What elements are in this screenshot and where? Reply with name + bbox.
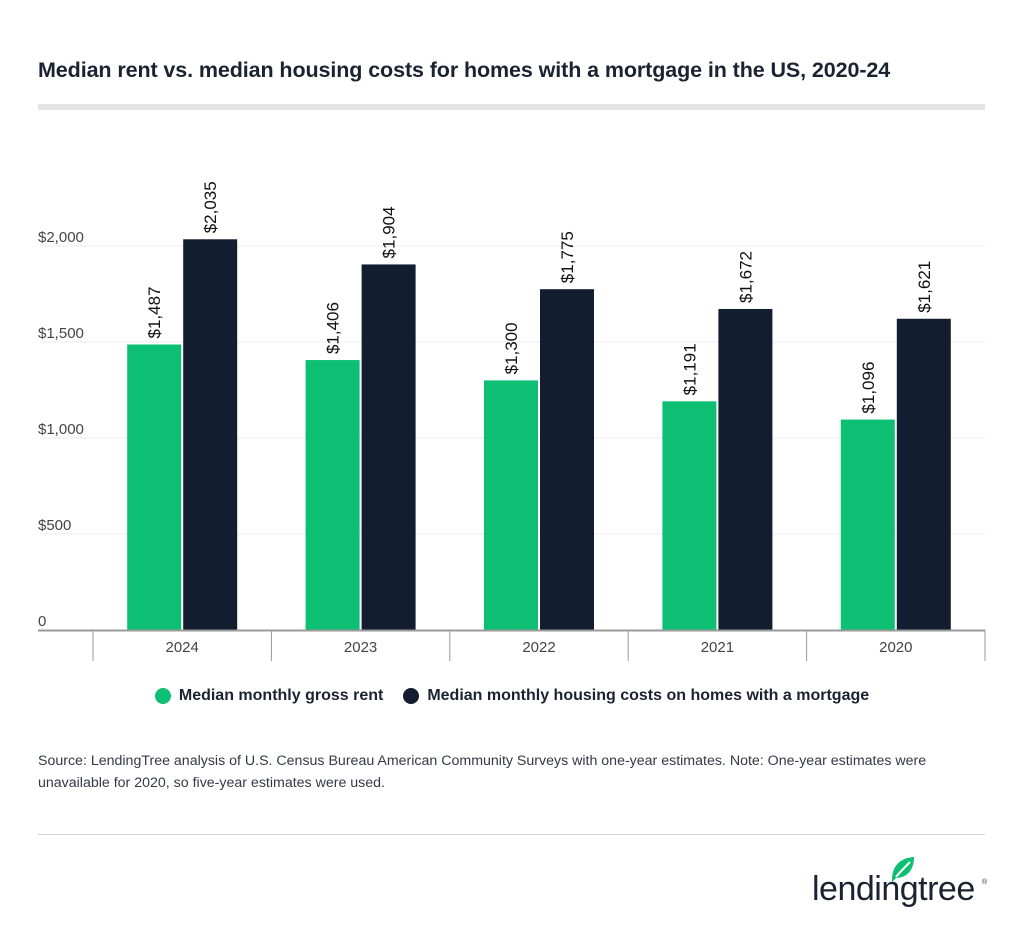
footer-divider <box>38 834 985 835</box>
bar-rent <box>305 360 360 630</box>
legend-item-mortgage: Median monthly housing costs on homes wi… <box>403 687 869 705</box>
svg-text:®: ® <box>982 878 988 886</box>
bar-rent <box>127 344 182 630</box>
bar-mortgage <box>540 289 594 630</box>
data-label: $1,191 <box>680 343 699 395</box>
data-label: $1,406 <box>324 302 343 354</box>
lendingtree-logo: lendingtree ® <box>812 857 988 908</box>
data-label: $1,904 <box>380 206 399 258</box>
chart-title: Median rent vs. median housing costs for… <box>38 58 891 82</box>
y-tick-label: $500 <box>38 517 71 534</box>
bar-mortgage <box>361 264 416 630</box>
y-tick-label: 0 <box>38 613 46 630</box>
svg-text:lendingtree: lendingtree <box>812 870 975 908</box>
bar-rent <box>840 419 895 630</box>
x-tick-label: 2022 <box>522 639 555 656</box>
data-label: $1,487 <box>145 286 164 338</box>
data-label: $1,672 <box>736 251 755 303</box>
bar-rent <box>484 380 538 630</box>
legend-item-rent: Median monthly gross rent <box>154 687 384 705</box>
bar-mortgage <box>183 239 238 630</box>
data-label: $2,035 <box>201 181 220 233</box>
x-tick-label: 2021 <box>701 639 734 656</box>
source-note: Source: LendingTree analysis of U.S. Cen… <box>38 753 927 791</box>
legend-label: Median monthly housing costs on homes wi… <box>427 687 870 704</box>
x-tick-label: 2024 <box>166 639 199 656</box>
legend: Median monthly gross rent Median monthly… <box>0 687 1024 705</box>
bar-mortgage <box>718 308 773 630</box>
legend-label: Median monthly gross rent <box>178 687 384 704</box>
x-tick-label: 2020 <box>879 639 912 656</box>
y-tick-label: $1,500 <box>38 325 84 342</box>
title-divider <box>38 104 985 110</box>
data-label: $1,096 <box>859 362 878 414</box>
y-tick-label: $1,000 <box>38 421 84 438</box>
legend-swatch-rent <box>154 688 171 704</box>
x-tick-label: 2023 <box>344 639 377 656</box>
data-label: $1,300 <box>502 322 521 374</box>
y-tick-label: $2,000 <box>38 229 84 246</box>
bar-mortgage <box>896 318 951 630</box>
bar-chart: 0 $500 $1,000 $1,500 $2,000 $1,487 $2,035 2024 $… <box>38 181 986 661</box>
data-label: $1,621 <box>915 261 934 313</box>
bar-rent <box>662 401 717 630</box>
data-label: $1,775 <box>558 231 577 283</box>
legend-swatch-mortgage <box>403 688 420 704</box>
